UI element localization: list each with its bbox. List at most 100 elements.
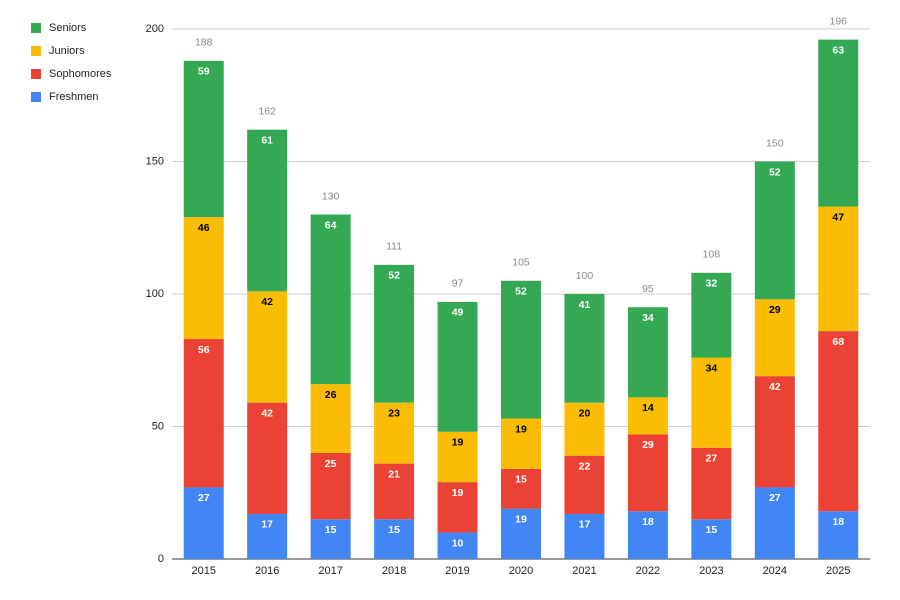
bar-segment (374, 402, 415, 464)
bar-segment (691, 447, 732, 520)
data-label: 26 (325, 389, 337, 401)
bar-segment (310, 214, 351, 385)
legend-swatch (31, 46, 41, 56)
data-label: 52 (769, 166, 781, 178)
data-label: 29 (642, 439, 654, 451)
bar-segment (754, 161, 795, 300)
total-label: 162 (258, 105, 276, 117)
legend-label: Juniors (49, 45, 85, 57)
x-tick-label: 2024 (763, 565, 787, 577)
bar-segment (247, 129, 288, 292)
data-label: 52 (388, 270, 400, 282)
x-tick-label: 2016 (255, 565, 279, 577)
x-tick-label: 2022 (636, 565, 660, 577)
x-tick-label: 2015 (191, 565, 215, 577)
data-label: 49 (452, 307, 464, 319)
total-label: 108 (703, 249, 721, 261)
data-label: 15 (325, 524, 337, 536)
bar-segment (374, 264, 415, 403)
y-tick-label: 150 (146, 155, 164, 167)
data-label: 10 (452, 537, 464, 549)
data-label: 34 (642, 312, 654, 324)
data-label: 19 (452, 487, 464, 499)
data-label: 19 (452, 437, 464, 449)
bar-segment (501, 508, 541, 559)
bar-segment (183, 487, 224, 559)
legend-label: Freshmen (49, 91, 99, 103)
data-label: 17 (579, 519, 591, 531)
data-label: 42 (261, 296, 273, 308)
bar-segment (437, 301, 478, 432)
x-tick-label: 2023 (699, 565, 723, 577)
data-label: 29 (769, 304, 781, 316)
x-tick-label: 2019 (445, 565, 469, 577)
total-label: 111 (386, 241, 402, 253)
data-label: 41 (579, 299, 591, 311)
data-label: 18 (832, 516, 844, 528)
bar-segment (501, 418, 541, 469)
data-label: 68 (832, 336, 844, 348)
bar-segment (754, 299, 795, 377)
bar-segment (501, 280, 541, 419)
data-label: 42 (261, 407, 273, 419)
bar-segment (183, 217, 224, 340)
total-label: 97 (452, 278, 464, 290)
bar-segment (818, 331, 859, 512)
bar-segment (374, 519, 415, 559)
bar-segment (501, 468, 541, 509)
bar-segment (627, 434, 668, 512)
bar-segment (818, 511, 859, 559)
total-label: 100 (576, 270, 594, 282)
bar-segment (818, 39, 859, 207)
bar-segment (310, 453, 351, 520)
total-label: 130 (322, 190, 340, 202)
bar-segment (754, 487, 795, 559)
bar-segment (183, 339, 224, 488)
legend-swatch (31, 23, 41, 33)
data-label: 21 (388, 468, 400, 480)
data-label: 47 (832, 211, 844, 223)
data-label: 63 (832, 44, 844, 56)
bar-segment (754, 376, 795, 488)
data-label: 20 (579, 407, 591, 419)
data-label: 32 (706, 278, 718, 290)
bar-segment (183, 60, 224, 218)
total-label: 150 (766, 137, 784, 149)
data-label: 15 (706, 524, 718, 536)
total-label: 95 (642, 283, 654, 295)
data-label: 17 (261, 519, 273, 531)
total-label: 196 (830, 15, 848, 27)
bar-segment (247, 402, 288, 514)
legend-label: Sophomores (49, 68, 112, 80)
x-tick-label: 2018 (382, 565, 406, 577)
bar-segment (564, 513, 605, 559)
bar-segment (564, 455, 605, 514)
data-label: 56 (198, 344, 210, 356)
data-label: 23 (388, 407, 400, 419)
data-label: 25 (325, 458, 337, 470)
bar-segment (627, 307, 668, 398)
bar-segment (818, 206, 859, 332)
data-label: 59 (198, 66, 210, 78)
data-label: 61 (261, 134, 273, 146)
data-label: 52 (515, 286, 527, 298)
data-label: 46 (198, 222, 210, 234)
total-label: 188 (195, 37, 213, 49)
bar-segment (691, 357, 732, 448)
y-tick-label: 200 (146, 23, 164, 35)
data-label: 64 (325, 219, 337, 231)
data-label: 15 (515, 474, 527, 486)
data-label: 18 (642, 516, 654, 528)
bar-segment (691, 519, 732, 559)
data-label: 27 (706, 452, 718, 464)
bar-segment (437, 431, 478, 483)
bar-segment (437, 482, 478, 533)
total-label: 105 (512, 257, 530, 269)
bar-segment (691, 272, 732, 358)
x-tick-label: 2017 (318, 565, 342, 577)
y-tick-label: 50 (152, 420, 164, 432)
bar-segment (374, 463, 415, 520)
data-label: 15 (388, 524, 400, 536)
y-tick-label: 0 (158, 553, 164, 565)
